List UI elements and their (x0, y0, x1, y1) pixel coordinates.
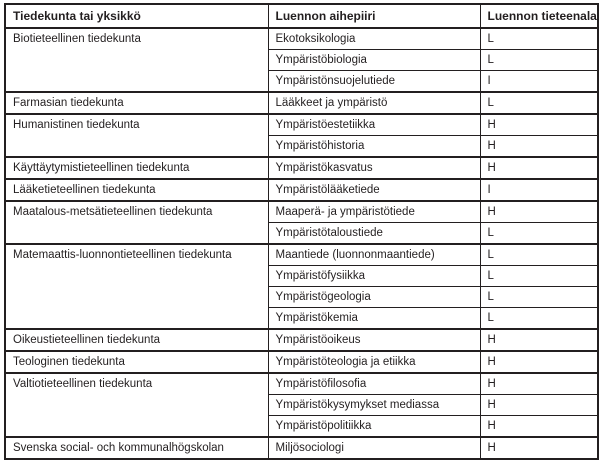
discipline-cell: H (479, 350, 599, 374)
topic-cell: Ympäristökasvatus (267, 156, 481, 180)
topic-cell: Ympäristöbiologia (267, 49, 481, 71)
discipline-cell: H (479, 200, 599, 223)
discipline-cell: L (479, 307, 599, 330)
table-row: Maatalous-metsätieteellinen tiedekunta M… (4, 200, 599, 245)
table-row: Käyttäytymistieteellinen tiedekunta Ympä… (4, 156, 599, 180)
header-row: Tiedekunta tai yksikkö Luennon aihepiiri… (4, 3, 599, 29)
topic-cell: Ympäristöpolitiikka (267, 415, 481, 438)
table-row: Valtiotieteellinen tiedekunta Ympäristöf… (4, 372, 599, 438)
discipline-cell: H (479, 328, 599, 352)
topic-cell: Ympäristönsuojelutiede (267, 70, 481, 93)
topic-cell: Ympäristöhistoria (267, 135, 481, 158)
topic-cell: Ekotoksikologia (267, 27, 481, 50)
table-row: Ympäristöfysiikka L (5, 265, 599, 287)
table-row: Ympäristökemia L (5, 307, 599, 330)
faculty-cell: Humanistinen tiedekunta (4, 113, 269, 158)
discipline-cell: L (479, 243, 599, 266)
table-row: Ympäristöbiologia L (5, 49, 599, 71)
faculty-cell: Matemaattis-luonnontieteellinen tiedekun… (4, 243, 269, 330)
discipline-cell: H (479, 394, 599, 416)
table-row: Humanistinen tiedekunta Ympäristöestetii… (4, 113, 599, 158)
faculty-cell: Svenska social- och kommunalhögskolan (4, 436, 269, 460)
topic-cell: Ympäristölääketiede (267, 178, 481, 202)
table-row: Lääketieteellinen tiedekunta Ympäristölä… (4, 178, 599, 202)
topic-cell: Ympäristötaloustiede (267, 222, 481, 245)
discipline-cell: H (479, 135, 599, 158)
faculty-cell: Oikeustieteellinen tiedekunta (4, 328, 269, 352)
discipline-cell: L (479, 27, 599, 50)
discipline-cell: L (479, 49, 599, 71)
faculty-cell: Biotieteellinen tiedekunta (4, 27, 269, 93)
table-row: Ympäristökysymykset mediassa H (5, 394, 599, 416)
faculty-cell: Teologinen tiedekunta (4, 350, 269, 374)
table-row: Farmasian tiedekunta Lääkkeet ja ympäris… (4, 91, 599, 115)
col-header-discipline: Luennon tieteenala (479, 3, 599, 29)
faculty-cell: Valtiotieteellinen tiedekunta (4, 372, 269, 438)
discipline-cell: H (479, 436, 599, 460)
faculty-lecture-table: Tiedekunta tai yksikkö Luennon aihepiiri… (4, 3, 599, 460)
col-header-faculty: Tiedekunta tai yksikkö (4, 3, 269, 29)
discipline-cell: H (479, 372, 599, 395)
discipline-cell: I (479, 70, 599, 93)
faculty-cell: Farmasian tiedekunta (4, 91, 269, 115)
faculty-cell: Käyttäytymistieteellinen tiedekunta (4, 156, 269, 180)
topic-cell: Ympäristökemia (267, 307, 481, 330)
table-row: Teologinen tiedekunta Ympäristöteologia … (4, 350, 599, 374)
topic-cell: Ympäristöfilosofia (267, 372, 481, 395)
topic-cell: Ympäristöestetiikka (267, 113, 481, 136)
topic-cell: Ympäristöoikeus (267, 328, 481, 352)
discipline-cell: H (479, 113, 599, 136)
table-row: Biotieteellinen tiedekunta Ekotoksikolog… (4, 27, 599, 93)
topic-cell: Lääkkeet ja ympäristö (267, 91, 481, 115)
col-header-topic: Luennon aihepiiri (267, 3, 481, 29)
topic-cell: Ympäristögeologia (267, 286, 481, 308)
topic-cell: Maaperä- ja ympäristötiede (267, 200, 481, 223)
discipline-cell: H (479, 415, 599, 438)
table-row: Svenska social- och kommunalhögskolan Mi… (4, 436, 599, 460)
faculty-cell: Maatalous-metsätieteellinen tiedekunta (4, 200, 269, 245)
table-row: Ympäristögeologia L (5, 286, 599, 308)
document-page: Tiedekunta tai yksikkö Luennon aihepiiri… (4, 3, 599, 460)
discipline-cell: L (479, 222, 599, 245)
discipline-cell: L (479, 91, 599, 115)
topic-cell: Maantiede (luonnonmaantiede) (267, 243, 481, 266)
topic-cell: Ympäristöteologia ja etiikka (267, 350, 481, 374)
discipline-cell: L (479, 265, 599, 287)
topic-cell: Ympäristökysymykset mediassa (267, 394, 481, 416)
discipline-cell: L (479, 286, 599, 308)
discipline-cell: I (479, 178, 599, 202)
table-row: Matemaattis-luonnontieteellinen tiedekun… (4, 243, 599, 330)
topic-cell: Ympäristöfysiikka (267, 265, 481, 287)
discipline-cell: H (479, 156, 599, 180)
faculty-cell: Lääketieteellinen tiedekunta (4, 178, 269, 202)
topic-cell: Miljösociologi (267, 436, 481, 460)
table-row: Oikeustieteellinen tiedekunta Ympäristöo… (4, 328, 599, 352)
